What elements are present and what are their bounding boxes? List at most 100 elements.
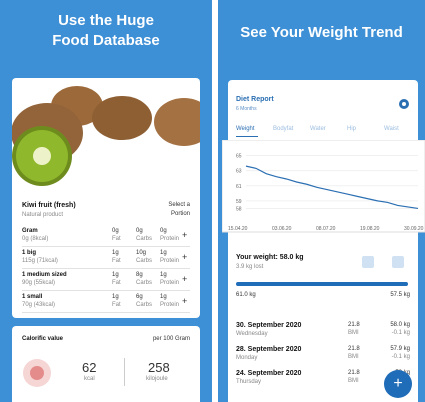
select[interactable]: Select a: [168, 202, 190, 208]
plus-button[interactable]: [392, 256, 404, 268]
tab: Water: [310, 126, 326, 132]
tab: Bodyfat: [273, 126, 294, 132]
entry-day: Monday: [236, 355, 258, 361]
x-tick-label: 19.08.20: [360, 226, 380, 232]
kiwi-image: [12, 86, 200, 186]
value: 62: [82, 360, 97, 375]
entry-date: 24. September 2020: [236, 370, 302, 377]
value: 258: [148, 360, 170, 375]
nutrient: 1g: [112, 250, 119, 256]
nutrient: 1g: [112, 294, 119, 300]
goal-weight: 57.5 kg: [390, 292, 410, 298]
nutrient-label: Carbs: [136, 236, 153, 242]
nutrient: 10g: [136, 250, 147, 256]
nutrient-label: Fat: [112, 302, 121, 308]
bmi: 21.8: [348, 346, 360, 352]
portion-amount: 90g (55kcal): [22, 280, 56, 286]
nutrient: 1g: [160, 250, 167, 256]
nutrient: 0g: [160, 228, 167, 234]
nutrient: 1g: [112, 272, 119, 278]
lost: 3.9 kg lost: [236, 264, 264, 270]
label: Calorific value: [22, 336, 64, 342]
nutrient-label: Fat: [112, 258, 121, 264]
nutrient-label: Carbs: [136, 258, 153, 264]
add: +: [182, 252, 188, 262]
portion-name: 1 small: [22, 294, 43, 300]
y-tick-label: 63: [236, 169, 242, 175]
period: 6 Months: [236, 106, 257, 112]
x-tick-label: 08.07.20: [316, 226, 336, 232]
icon: [23, 359, 51, 387]
entry-date: 28. September 2020: [236, 346, 302, 353]
nutrient-label: Protein: [160, 236, 180, 242]
entry-day: Thursday: [236, 379, 262, 385]
nutrient-label: Protein: [160, 302, 180, 308]
food-type: Natural product: [22, 212, 64, 218]
bmi-label: BMI: [348, 354, 359, 360]
minus-button[interactable]: [362, 256, 374, 268]
tab: Weight: [236, 126, 255, 132]
add: +: [182, 230, 188, 240]
bmi: 21.8: [348, 370, 360, 376]
headline: Food Database: [52, 32, 160, 49]
nutrient-label: Protein: [160, 258, 180, 264]
add-button[interactable]: +: [384, 370, 412, 398]
report-title: Diet Report: [236, 96, 274, 103]
food-name: Kiwi fruit (fresh): [22, 202, 76, 209]
nutrient-label: Fat: [112, 236, 121, 242]
bmi: 21.8: [348, 322, 360, 328]
nutrient-label: Protein: [160, 280, 180, 286]
y-tick-label: 61: [236, 184, 242, 190]
portion-amount: 70g (43kcal): [22, 302, 56, 308]
progress: [236, 282, 408, 286]
nutrient: 0g: [112, 228, 119, 234]
headline: Use the Huge: [58, 12, 154, 29]
entry-date: 30. September 2020: [236, 322, 302, 329]
right-panel: See Your Weight Trend Diet Report 6 Mont…: [218, 0, 425, 402]
label: per 100 Gram: [152, 336, 190, 342]
tab: Hip: [347, 126, 357, 132]
nutrient-label: Carbs: [136, 280, 153, 286]
nutrient: 8g: [136, 272, 143, 278]
entry-change: -0.1 kg: [391, 330, 410, 336]
add: +: [182, 296, 188, 306]
portion-amount: 0g (8kcal): [22, 236, 49, 242]
portion-name: 1 medium sized: [22, 272, 67, 278]
weight-line: [245, 165, 419, 210]
tab: Waist: [384, 126, 399, 132]
portion-name: Gram: [22, 228, 38, 234]
y-tick-label: 59: [236, 199, 242, 205]
bmi-label: BMI: [348, 378, 359, 384]
left-panel: Use the Huge Food Database Kiwi fruit (f…: [0, 0, 212, 402]
unit: kilojoule: [146, 376, 168, 382]
nutrient-label: Carbs: [136, 302, 153, 308]
unit: kcal: [84, 376, 95, 382]
entry-weight: 58.0 kg: [390, 322, 410, 328]
add: +: [182, 274, 188, 284]
weight: Your weight: 58.0 kg: [236, 254, 304, 261]
calorie-card: Calorific value per 100 Gram 62 kcal 258…: [12, 326, 200, 402]
start-weight: 61.0 kg: [236, 292, 256, 298]
x-tick-label: 03.06.20: [272, 226, 292, 232]
portion-amount: 115g (71kcal): [22, 258, 58, 264]
nutrient: 0g: [136, 228, 143, 234]
entry-day: Wednesday: [236, 331, 268, 337]
select[interactable]: Portion: [170, 211, 190, 217]
x-tick-label: 15.04.20: [228, 226, 248, 232]
portion-name: 1 big: [22, 250, 37, 256]
food-card: Kiwi fruit (fresh) Natural product Selec…: [12, 78, 200, 318]
settings-icon[interactable]: [398, 98, 410, 110]
y-tick-label: 58: [236, 206, 242, 212]
bmi-label: BMI: [348, 330, 359, 336]
nutrient: 1g: [160, 272, 167, 278]
weight-card: Your weight: 58.0 kg 3.9 kg lost 61.0 kg…: [228, 244, 418, 304]
entry-change: -0.1 kg: [391, 354, 410, 360]
headline: See Your Weight Trend: [240, 24, 403, 41]
nutrient: 6g: [136, 294, 143, 300]
x-tick-label: 30.09.20: [404, 226, 424, 232]
nutrient: 1g: [160, 294, 167, 300]
y-tick-label: 65: [236, 154, 242, 160]
nutrient-label: Fat: [112, 280, 121, 286]
